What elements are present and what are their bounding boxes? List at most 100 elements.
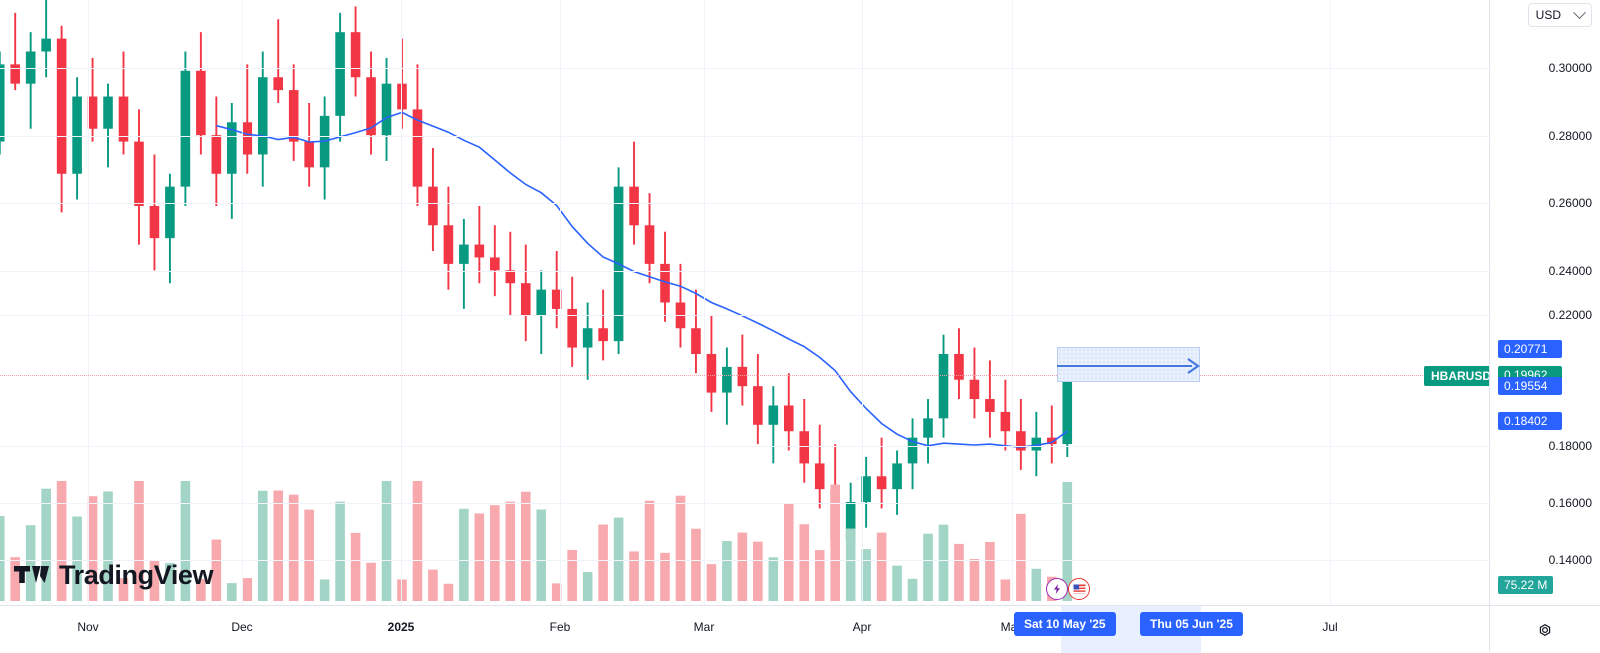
volume-bar	[923, 533, 933, 601]
moving-average-line	[216, 111, 1068, 448]
volume-bar	[783, 503, 794, 601]
volume-bar	[149, 560, 160, 601]
candle-body	[845, 502, 856, 541]
candle-body	[753, 386, 763, 425]
volume-bar	[598, 524, 608, 601]
chevron-down-icon	[1573, 5, 1586, 19]
volume-bar	[520, 491, 531, 601]
volume-bar	[335, 501, 345, 601]
volume-bar	[814, 550, 825, 601]
candle-body	[907, 437, 918, 464]
vertical-gridline	[1012, 0, 1013, 605]
volume-bar	[1016, 513, 1026, 601]
candle-body	[227, 122, 237, 174]
lightning-bolt-icon[interactable]	[1046, 578, 1068, 600]
volume-bar	[165, 563, 175, 601]
vertical-gridline	[88, 0, 89, 605]
us-flag-icon[interactable]	[1068, 578, 1090, 600]
candle-body	[459, 244, 469, 264]
candle-body	[41, 38, 51, 52]
chart-settings-corner[interactable]	[1489, 605, 1600, 652]
measure-arrow-line	[1057, 365, 1192, 367]
currency-selector[interactable]: USD	[1527, 3, 1592, 27]
volume-bar	[969, 559, 980, 601]
volume-bar	[613, 517, 624, 601]
candle-body	[165, 186, 175, 239]
volume-bar	[1000, 579, 1011, 601]
candle-body	[490, 257, 500, 271]
date-range-badge[interactable]: Thu 05 Jun '25	[1140, 612, 1243, 636]
volume-bar	[505, 501, 516, 601]
volume-bar	[706, 564, 717, 601]
symbol-price-tag[interactable]: HBARUSD	[1424, 365, 1489, 386]
volume-bar	[876, 532, 887, 601]
volume-bar	[257, 490, 268, 601]
time-axis[interactable]: Nov Dec 2025 Feb Mar Apr May Jul Sat 10 May '25…	[0, 605, 1489, 653]
candle-body	[706, 353, 717, 393]
candle-body	[474, 244, 485, 258]
candle-body	[242, 122, 253, 155]
volume-bar	[459, 508, 469, 601]
volume-bar	[412, 481, 423, 601]
candle-body	[196, 70, 206, 136]
price-tick-label: 0.18000	[1548, 439, 1592, 453]
measure-price-badge[interactable]: 0.20771	[1498, 340, 1562, 358]
date-range-badge[interactable]: Sat 10 May '25	[1014, 612, 1116, 636]
candle-body	[211, 135, 222, 174]
volume-bar	[1031, 568, 1042, 601]
volume-bar	[551, 583, 562, 601]
volume-bar	[691, 528, 701, 601]
volume-bar	[288, 494, 299, 601]
time-tick-label: Mar	[693, 620, 715, 634]
candle-body	[861, 476, 871, 503]
vertical-gridline	[401, 0, 402, 605]
time-tick-label: Jul	[1322, 620, 1338, 634]
candle-body	[954, 353, 964, 380]
measure-price-badge[interactable]: 0.18402	[1498, 412, 1562, 430]
candle-body	[335, 32, 345, 116]
horizontal-gridline	[0, 560, 1489, 561]
volume-bar	[304, 509, 314, 601]
candle-body	[304, 141, 314, 168]
volume-bar	[799, 524, 810, 601]
volume-bar	[211, 539, 222, 601]
vertical-gridline	[560, 0, 561, 605]
time-tick-label: Apr	[852, 620, 872, 634]
candle-body	[10, 64, 21, 84]
horizontal-gridline	[0, 203, 1489, 204]
candle-body	[876, 476, 887, 490]
candle-body	[412, 109, 423, 187]
volume-bar	[536, 509, 547, 601]
volume-bar	[737, 532, 748, 601]
volume-bar	[567, 549, 577, 601]
measure-arrow-head-icon	[1187, 358, 1200, 374]
gear-icon[interactable]	[1535, 619, 1555, 639]
candle-body	[134, 141, 144, 206]
candle-body	[629, 186, 639, 226]
candle-body	[892, 463, 902, 490]
candle-body	[366, 77, 376, 136]
chart-canvas[interactable]: 0.01217 (6.22%) 1,217 26 bars, 26d HBARU…	[0, 0, 1489, 605]
time-tick-label: Nov	[77, 620, 99, 634]
measure-selection-box[interactable]	[1057, 347, 1200, 382]
volume-bar	[938, 524, 949, 601]
volume-bar	[660, 552, 670, 601]
measure-price-badge[interactable]: 0.19554	[1498, 377, 1562, 395]
candle-body	[505, 270, 516, 284]
volume-bar	[443, 583, 454, 601]
price-axis[interactable]: USD 0.30000 0.28000 0.26000 0.24000 0.22000 0…	[1489, 0, 1600, 605]
candle-body	[87, 96, 98, 129]
candle-body	[381, 83, 392, 136]
horizontal-gridline	[0, 271, 1489, 272]
candle-body	[923, 418, 933, 438]
candle-body	[149, 205, 160, 239]
candle-body	[567, 308, 577, 348]
volume-bar	[0, 516, 5, 601]
candle-body	[1016, 431, 1026, 451]
candle-body	[1046, 437, 1057, 445]
candle-body	[551, 289, 562, 309]
vertical-gridline	[862, 0, 863, 605]
vertical-gridline	[242, 0, 243, 605]
candle-body	[118, 96, 129, 142]
